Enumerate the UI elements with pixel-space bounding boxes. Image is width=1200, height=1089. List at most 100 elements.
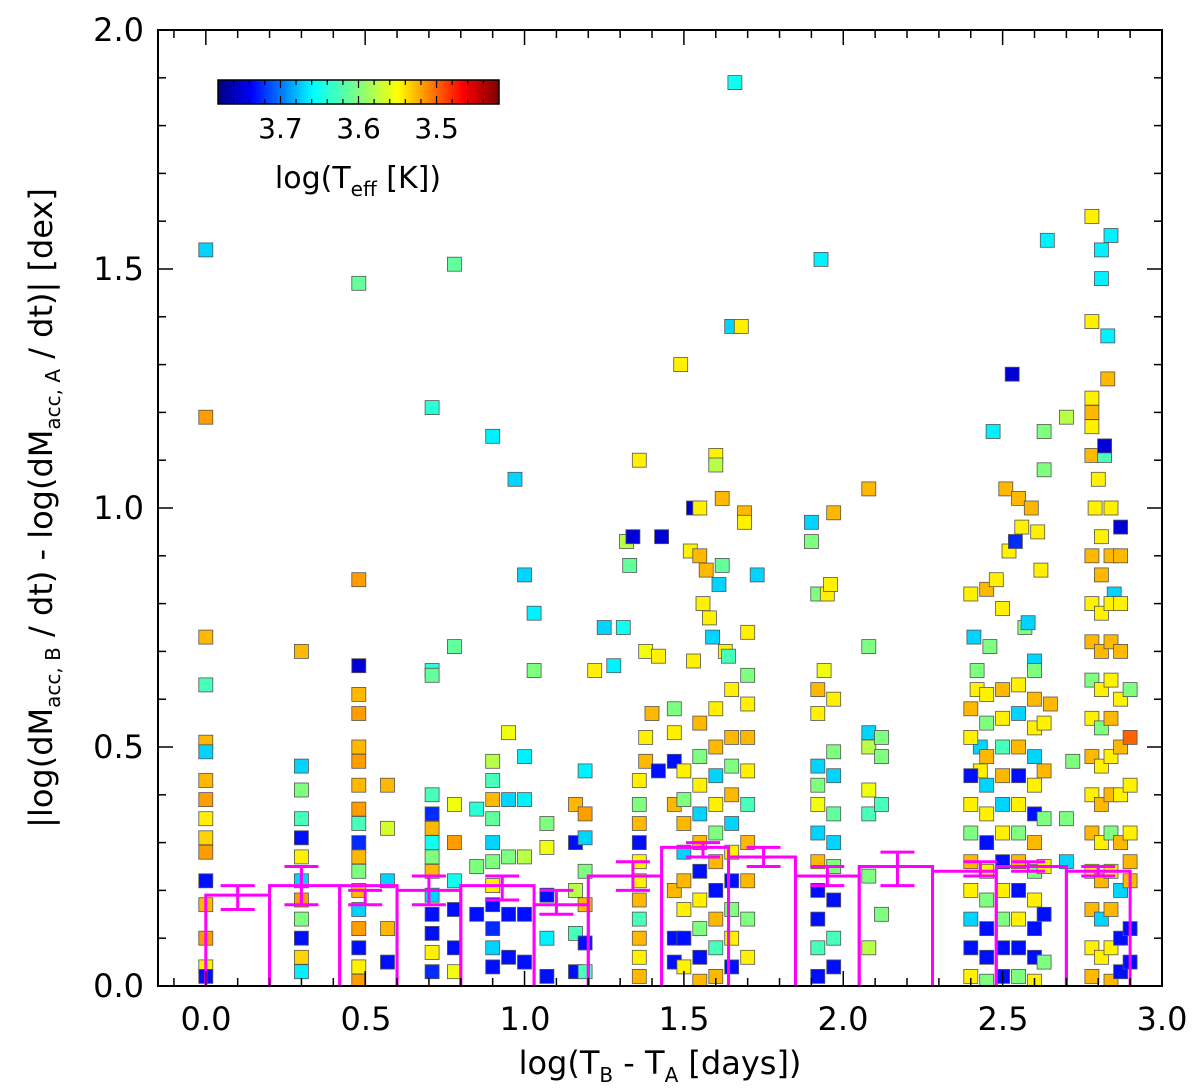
data-point: [1011, 739, 1026, 755]
data-point: [631, 930, 647, 946]
colorbar-title: log(Teff [K]): [275, 161, 441, 201]
y-tick-label: 0.5: [93, 728, 144, 766]
data-point: [810, 777, 826, 793]
data-point: [708, 797, 724, 812]
data-point: [351, 863, 367, 879]
data-point: [485, 428, 501, 444]
data-point: [577, 830, 593, 846]
data-point: [861, 806, 877, 822]
data-point: [979, 835, 995, 850]
data-point: [995, 739, 1010, 755]
data-point: [979, 806, 995, 822]
data-point: [708, 457, 724, 473]
data-point: [1122, 854, 1138, 870]
data-point: [501, 949, 517, 965]
data-point: [1039, 232, 1055, 248]
data-point: [861, 868, 877, 884]
data-point: [293, 644, 309, 659]
data-point: [293, 830, 309, 846]
data-point: [424, 806, 440, 822]
data-point: [424, 964, 440, 980]
data-point: [517, 792, 532, 807]
data-point: [293, 811, 309, 827]
data-point: [724, 959, 740, 975]
data-point: [721, 648, 736, 664]
data-point: [979, 949, 995, 965]
data-point: [1100, 328, 1116, 344]
data-point: [810, 706, 826, 721]
data-point: [724, 902, 740, 917]
data-point: [351, 959, 367, 975]
data-point: [1020, 615, 1036, 631]
data-point: [351, 706, 367, 721]
data-point: [351, 777, 367, 793]
data-point: [446, 835, 462, 850]
data-point: [351, 753, 367, 769]
colorbar-tick-label: 3.5: [414, 112, 459, 145]
data-point: [737, 514, 752, 530]
data-point: [724, 758, 740, 774]
data-point: [1011, 883, 1026, 898]
data-point: [485, 854, 501, 870]
data-point: [517, 954, 532, 970]
data-point: [874, 797, 889, 812]
data-point: [1027, 691, 1042, 707]
data-point: [351, 816, 367, 831]
axis-ticks: [158, 29, 1163, 987]
data-point: [826, 892, 842, 908]
data-point: [198, 873, 214, 889]
data-point: [998, 481, 1014, 497]
data-point: [1100, 371, 1116, 387]
data-point: [622, 558, 638, 573]
data-point: [692, 548, 708, 564]
data-point: [351, 687, 367, 702]
data-point: [705, 629, 720, 645]
data-point: [692, 777, 708, 793]
data-point: [692, 973, 708, 986]
data-point: [1090, 471, 1106, 487]
data-point: [1113, 519, 1128, 535]
data-point: [995, 710, 1010, 726]
x-tick-label: 1.5: [659, 1000, 710, 1038]
data-point: [1084, 969, 1100, 984]
data-point: [198, 677, 214, 693]
x-tick-labels: 0.0 0.5 1.0 1.5 2.0 2.5 3.0: [181, 1000, 1188, 1038]
x-tick-label: 1.0: [500, 1000, 551, 1038]
data-point: [293, 911, 309, 927]
data-point: [1027, 892, 1042, 908]
data-point: [733, 318, 749, 334]
data-point: [861, 725, 877, 741]
data-point: [979, 777, 995, 793]
data-point: [676, 873, 692, 889]
data-point: [485, 753, 501, 769]
data-point: [293, 758, 309, 774]
data-point: [692, 949, 708, 965]
data-point: [963, 911, 979, 927]
data-point: [708, 825, 724, 841]
data-point: [517, 849, 532, 865]
data-point: [861, 782, 877, 798]
data-point: [424, 926, 440, 941]
data-point: [424, 849, 440, 865]
data-point: [293, 930, 309, 946]
data-point: [1084, 404, 1100, 420]
data-point: [1103, 672, 1119, 688]
data-point: [1011, 940, 1026, 956]
data-point: [995, 601, 1010, 616]
data-point: [666, 725, 682, 741]
data-point: [577, 806, 593, 822]
data-point: [826, 744, 842, 760]
data-point: [695, 596, 711, 611]
data-point: [1004, 366, 1020, 382]
data-point: [615, 620, 631, 635]
data-point: [424, 906, 440, 922]
data-point: [501, 792, 517, 807]
data-point: [826, 930, 842, 946]
data-point: [740, 667, 756, 683]
data-point: [517, 906, 532, 922]
data-point: [963, 768, 979, 784]
data-point: [293, 782, 309, 798]
data-point: [1011, 706, 1026, 721]
data-point: [198, 242, 214, 258]
data-point: [692, 500, 708, 516]
